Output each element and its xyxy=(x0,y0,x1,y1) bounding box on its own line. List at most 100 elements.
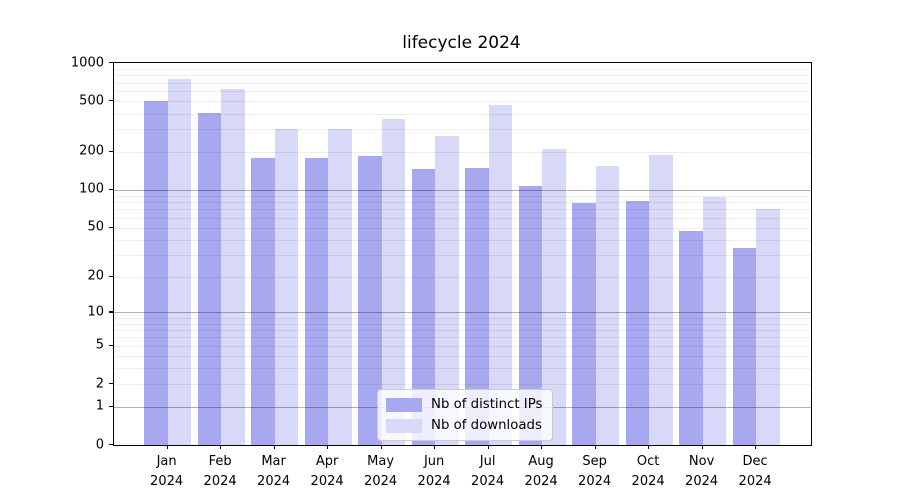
gridline-4 xyxy=(114,356,811,357)
gridline-3 xyxy=(114,368,811,370)
y-tick-mark-100 xyxy=(109,188,113,190)
y-tick-label-0: 0 xyxy=(95,437,104,452)
bar-downloads-nov xyxy=(702,197,727,445)
y-tick-mark-50 xyxy=(109,226,113,228)
gridline-2 xyxy=(114,384,811,386)
x-tick-mark-aug xyxy=(541,445,543,450)
gridline-6 xyxy=(114,337,811,339)
bar-distinct-ips-jan xyxy=(144,101,168,445)
y-tick-mark-500 xyxy=(109,100,113,102)
x-tick-mark-mar xyxy=(273,445,275,450)
gridline-300 xyxy=(114,129,811,131)
bar-distinct-ips-oct xyxy=(625,201,650,445)
x-tick-mark-oct xyxy=(648,445,650,450)
gridline-7 xyxy=(114,330,811,331)
gridline-5 xyxy=(114,345,811,347)
y-tick-mark-2 xyxy=(109,383,113,385)
gridline-200 xyxy=(114,151,811,153)
legend-swatch-distinct-ips xyxy=(386,397,422,412)
y-tick-label-2: 2 xyxy=(95,376,104,392)
bar-downloads-feb xyxy=(221,89,245,445)
x-tick-label-jan: Jan 2024 xyxy=(150,454,184,489)
gridline-60 xyxy=(114,217,811,219)
bar-distinct-ips-feb xyxy=(197,112,222,445)
gridline-90 xyxy=(114,195,811,197)
x-tick-mark-sep xyxy=(594,445,596,450)
bar-distinct-ips-dec xyxy=(732,248,757,445)
plot-area: Nb of distinct IPs Nb of downloads xyxy=(113,62,812,446)
y-tick-mark-1 xyxy=(109,405,113,407)
bar-downloads-may xyxy=(381,118,406,445)
y-tick-label-1000: 1000 xyxy=(70,55,104,70)
gridline-40 xyxy=(114,239,811,241)
y-tick-label-200: 200 xyxy=(79,143,104,159)
y-tick-mark-1000 xyxy=(109,62,113,64)
bar-distinct-ips-aug xyxy=(518,185,543,445)
x-tick-label-mar: Mar 2024 xyxy=(257,454,291,489)
legend-label-downloads: Nb of downloads xyxy=(431,418,542,433)
x-tick-mark-dec xyxy=(755,445,757,450)
gridline-30 xyxy=(114,255,811,257)
legend-label-distinct-ips: Nb of distinct IPs xyxy=(431,397,543,412)
legend-swatch-downloads xyxy=(386,418,422,433)
x-tick-mark-may xyxy=(380,445,382,450)
gridline-8 xyxy=(114,323,811,325)
x-tick-mark-jul xyxy=(487,445,489,450)
x-tick-mark-apr xyxy=(327,445,329,450)
gridline-50 xyxy=(114,227,811,229)
bar-downloads-jan xyxy=(167,78,192,445)
gridline-10 xyxy=(114,312,811,314)
x-tick-label-aug: Aug 2024 xyxy=(524,454,558,489)
bar-distinct-ips-may xyxy=(358,156,382,445)
gridline-400 xyxy=(114,113,811,115)
gridline-600 xyxy=(114,91,811,93)
gridline-900 xyxy=(114,68,811,70)
y-tick-mark-10 xyxy=(109,311,113,313)
x-tick-label-apr: Apr 2024 xyxy=(310,454,344,489)
y-tick-label-10: 10 xyxy=(87,304,104,320)
x-tick-mark-feb xyxy=(220,445,222,450)
bar-distinct-ips-jul xyxy=(465,167,489,445)
bar-downloads-jun xyxy=(435,136,459,445)
x-tick-mark-nov xyxy=(701,445,703,450)
y-tick-label-500: 500 xyxy=(79,93,104,109)
y-tick-label-20: 20 xyxy=(87,268,104,284)
y-tick-label-1: 1 xyxy=(95,398,104,414)
bar-downloads-aug xyxy=(542,149,566,445)
x-tick-mark-jun xyxy=(434,445,436,450)
legend: Nb of distinct IPs Nb of downloads xyxy=(377,389,554,441)
gridline-80 xyxy=(114,202,811,203)
bar-downloads-dec xyxy=(756,209,780,445)
y-tick-label-100: 100 xyxy=(79,181,104,197)
bar-downloads-mar xyxy=(274,128,299,445)
x-tick-label-nov: Nov 2024 xyxy=(685,454,719,489)
x-tick-label-may: May 2024 xyxy=(364,454,398,489)
x-tick-mark-jan xyxy=(166,445,168,450)
y-tick-mark-20 xyxy=(109,275,113,277)
y-tick-mark-5 xyxy=(109,344,113,347)
bar-distinct-ips-sep xyxy=(572,202,596,445)
gridline-100 xyxy=(114,189,811,191)
bar-distinct-ips-apr xyxy=(304,157,329,445)
gridline-9 xyxy=(114,317,811,319)
x-tick-label-jun: Jun 2024 xyxy=(417,454,451,489)
x-tick-label-jul: Jul 2024 xyxy=(471,454,505,489)
chart-title: lifecycle 2024 xyxy=(402,33,521,53)
y-tick-label-50: 50 xyxy=(87,219,104,235)
bar-distinct-ips-nov xyxy=(679,231,703,445)
bar-downloads-sep xyxy=(595,165,620,445)
bar-distinct-ips-jun xyxy=(411,169,436,445)
legend-item-downloads: Nb of downloads xyxy=(386,418,542,433)
bar-downloads-apr xyxy=(328,129,352,445)
y-tick-mark-0 xyxy=(109,444,113,446)
x-tick-label-sep: Sep 2024 xyxy=(578,454,612,489)
gridline-500 xyxy=(114,101,811,103)
gridline-20 xyxy=(114,276,811,278)
gridline-700 xyxy=(114,82,811,84)
x-tick-label-feb: Feb 2024 xyxy=(203,454,237,489)
bar-downloads-jul xyxy=(488,105,513,445)
y-tick-label-5: 5 xyxy=(95,337,104,353)
bar-distinct-ips-mar xyxy=(251,157,275,445)
legend-item-distinct-ips: Nb of distinct IPs xyxy=(386,397,542,412)
